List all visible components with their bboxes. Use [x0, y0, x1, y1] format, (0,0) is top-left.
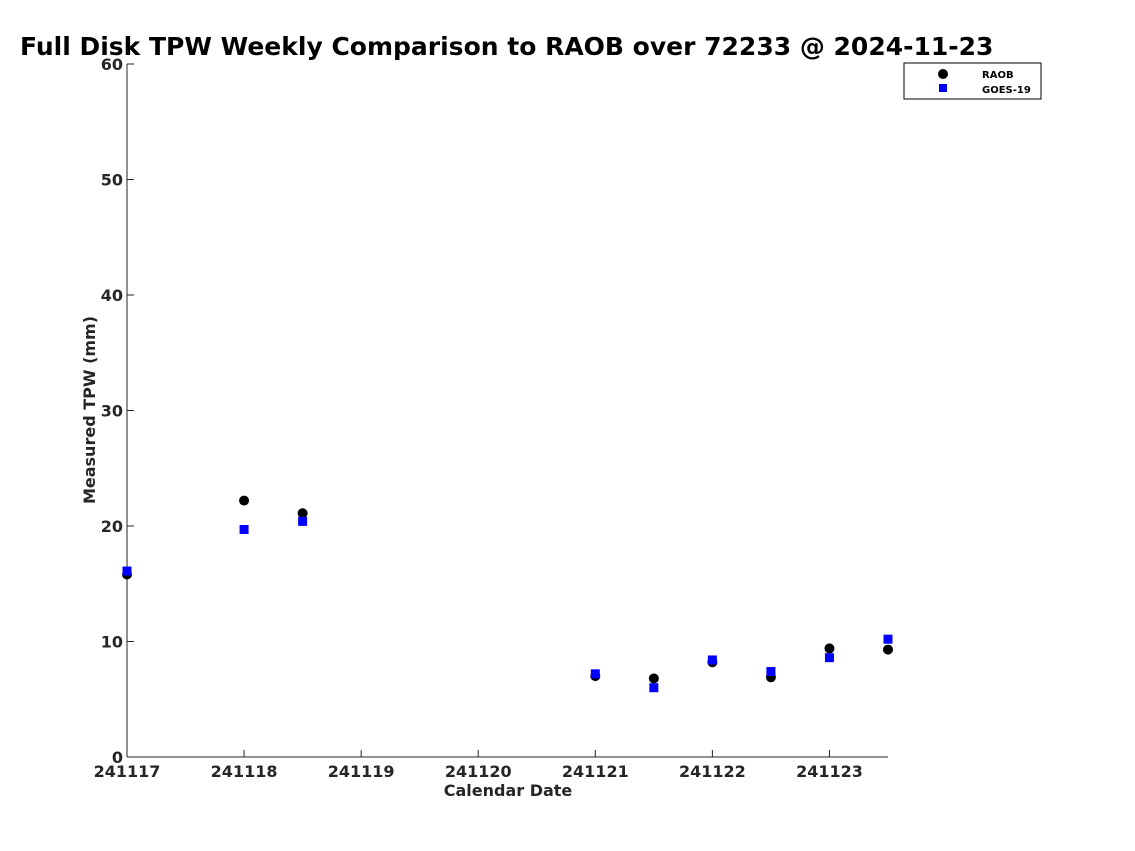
raob-point [883, 644, 893, 655]
x-axis-ticks: 241117 241118 241119 241120 241121 241122 2411… [94, 750, 863, 781]
legend-raob-marker [938, 69, 948, 79]
x-tick-label: 241121 [562, 762, 629, 781]
goes-19-point [824, 653, 834, 663]
y-tick-label: 40 [101, 286, 123, 305]
goes-19-point [649, 683, 659, 693]
series-goes-19 [122, 516, 893, 693]
x-tick-label: 241119 [328, 762, 395, 781]
raob-point [648, 673, 659, 684]
legend-box [903, 62, 1042, 100]
x-axis-label: Calendar Date [444, 781, 573, 800]
goes-19-point [883, 634, 893, 644]
x-tick-label: 241122 [679, 762, 746, 781]
y-tick-label: 20 [101, 517, 123, 536]
goes-19-point [590, 669, 600, 679]
series-raob [122, 495, 893, 684]
x-tick-label: 241118 [211, 762, 278, 781]
plot-area: 241117 241118 241119 241120 241121 241122 2411… [94, 55, 893, 781]
goes-19-point [707, 655, 717, 665]
chart-title: Full Disk TPW Weekly Comparison to RAOB … [20, 32, 993, 61]
goes-19-point [239, 524, 249, 534]
legend: RAOB GOES-19 [903, 62, 1042, 100]
y-tick-label: 10 [101, 633, 123, 652]
legend-goes-label: GOES-19 [982, 85, 1031, 96]
goes-19-point [122, 566, 132, 576]
legend-goes-marker [939, 84, 947, 92]
y-axis-label: Measured TPW (mm) [80, 316, 99, 504]
y-tick-label: 0 [112, 748, 123, 767]
goes-19-point [766, 667, 776, 677]
goes-19-point [298, 516, 308, 526]
x-tick-label: 241123 [796, 762, 863, 781]
raob-point [239, 495, 250, 506]
x-tick-label: 241117 [94, 762, 161, 781]
y-tick-label: 30 [101, 402, 123, 421]
legend-raob-label: RAOB [982, 70, 1014, 81]
x-tick-label: 241120 [445, 762, 512, 781]
y-tick-label: 50 [101, 171, 123, 190]
raob-point [824, 643, 835, 654]
raob-point [297, 508, 308, 519]
y-tick-label: 60 [101, 55, 123, 74]
y-axis-ticks: 0 10 20 30 40 50 60 [101, 55, 134, 767]
